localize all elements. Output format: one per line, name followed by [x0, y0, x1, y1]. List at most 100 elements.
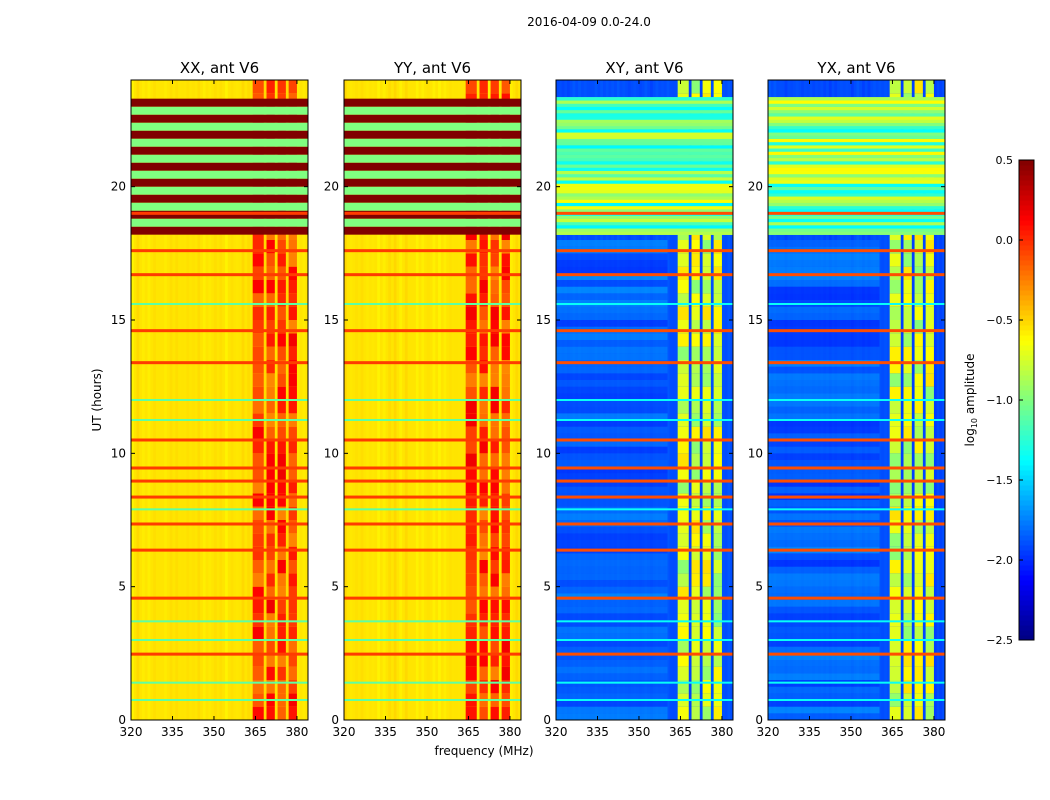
x-tick-label: 335 [586, 725, 609, 739]
rfi-cell [277, 293, 286, 307]
rfi-cell [889, 600, 901, 614]
rfi-cell [465, 666, 477, 680]
flagged-stripe [131, 162, 308, 171]
rfi-cell [677, 320, 689, 334]
heatmap-row [556, 646, 668, 654]
heatmap-row [768, 653, 880, 660]
colorbar-tick-label: −2.0 [986, 554, 1013, 567]
rfi-cell [889, 240, 901, 254]
rfi-cell [914, 280, 923, 294]
rfi-cell [277, 706, 286, 720]
y-tick-label: 0 [331, 713, 339, 727]
hot-line [131, 479, 308, 483]
rfi-cell [903, 600, 912, 614]
rfi-cell [277, 600, 286, 614]
noise-row [556, 199, 733, 203]
flagged-stripe [344, 130, 521, 139]
rfi-cell [677, 573, 689, 587]
flagged-stripe [131, 98, 308, 107]
rfi-cell [903, 520, 912, 534]
rfi-cell [465, 306, 477, 320]
rfi-cell [479, 386, 488, 400]
x-tick-label: 365 [457, 725, 480, 739]
rfi-cell [691, 400, 700, 414]
rfi-cell [288, 613, 297, 627]
rfi-cell [914, 480, 923, 494]
heatmap-row [556, 666, 668, 674]
heatmap-row [768, 606, 880, 614]
rfi-cell [501, 293, 510, 307]
rfi-cell [677, 80, 689, 94]
rfi-cell [501, 466, 510, 480]
rfi-cell [252, 360, 264, 374]
heatmap-row [556, 473, 668, 480]
noise-row [768, 180, 945, 184]
y-tick-label: 20 [536, 180, 551, 194]
rfi-cell [465, 520, 477, 534]
rfi-cell [288, 240, 297, 254]
x-tick-label: 350 [203, 725, 226, 739]
colorbar-segment [1019, 195, 1034, 201]
rfi-cell [288, 506, 297, 520]
axes-frame [767, 79, 946, 721]
rfi-cell [266, 240, 275, 254]
rfi-cell [691, 346, 700, 360]
noise-row [556, 183, 733, 187]
colorbar-segment [1019, 265, 1034, 271]
colorbar-segment [1019, 210, 1034, 216]
rfi-cell [490, 373, 499, 387]
rfi-cell [266, 626, 275, 640]
x-axis-label: frequency (MHz) [434, 744, 533, 758]
rfi-cell [677, 453, 689, 467]
rfi-cell [914, 680, 923, 694]
suptitle: 2016-04-09 0.0-24.0 [527, 15, 651, 29]
rfi-cell [925, 573, 934, 587]
rfi-cell [889, 560, 901, 574]
rfi-cell [713, 400, 722, 414]
rfi-cell [889, 480, 901, 494]
rfi-cell [277, 666, 286, 680]
rfi-cell [691, 666, 700, 680]
colorbar-tick-label: 0.0 [996, 234, 1014, 247]
rfi-cell [266, 506, 275, 520]
noise-row [556, 218, 733, 223]
rfi-cell [691, 280, 700, 294]
rfi-cell [479, 240, 488, 254]
heatmap-row [556, 400, 668, 407]
heatmap-row [556, 426, 668, 434]
rfi-cell [889, 80, 901, 94]
flagged-stripe [344, 186, 521, 195]
rfi-cell [479, 680, 488, 694]
colorbar-segment [1019, 215, 1034, 221]
rfi-cell [925, 653, 934, 667]
noise-row [768, 205, 945, 210]
rfi-cell [479, 306, 488, 320]
rfi-cell [914, 373, 923, 387]
heatmap-row [768, 306, 880, 314]
rfi-cell [702, 613, 711, 627]
noise-row [556, 129, 733, 133]
hot-line [131, 361, 308, 365]
rfi-cell [677, 653, 689, 667]
rfi-cell [691, 626, 700, 640]
rfi-cell [925, 373, 934, 387]
hot-line [768, 273, 945, 277]
rfi-cell [266, 80, 275, 94]
noise-row [768, 164, 945, 168]
noise-row [556, 119, 733, 123]
rfi-cell [914, 386, 923, 400]
colorbar-segment [1019, 485, 1034, 491]
rfi-cell [925, 666, 934, 680]
rfi-cell [914, 293, 923, 307]
colorbar-segment [1019, 570, 1034, 576]
rfi-cell [702, 706, 711, 720]
heatmap-row [768, 386, 880, 394]
colorbar-segment [1019, 585, 1034, 591]
noise-row [556, 113, 733, 117]
rfi-cell [691, 386, 700, 400]
rfi-cell [691, 546, 700, 560]
noise-row [556, 228, 733, 232]
rfi-cell [465, 653, 477, 667]
rfi-cell [914, 400, 923, 414]
